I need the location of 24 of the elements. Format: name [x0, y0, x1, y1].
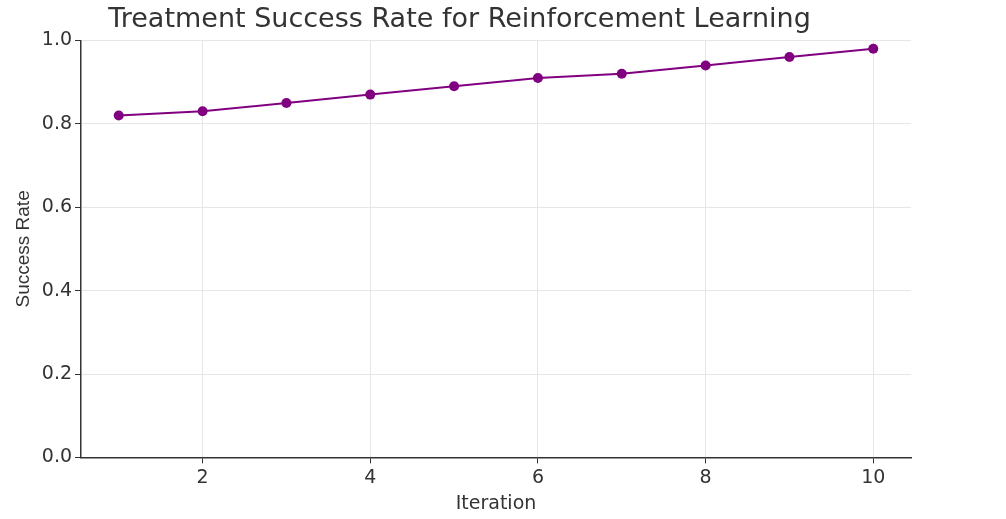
- point: [868, 43, 879, 54]
- point: [700, 60, 711, 71]
- point: [281, 97, 292, 108]
- point: [365, 89, 376, 100]
- x-tick-label: 2: [196, 464, 209, 487]
- x-tick-label: 6: [531, 464, 544, 487]
- point: [616, 68, 627, 79]
- y-tick-label: 0.2: [41, 360, 73, 383]
- y-tick-label: 0.4: [41, 277, 73, 300]
- point: [113, 110, 124, 121]
- point: [784, 52, 795, 63]
- x-tick-label: 8: [699, 464, 712, 487]
- x-axis-title: Iteration: [455, 490, 537, 513]
- y-tick-label: 0.6: [41, 194, 73, 217]
- x-tick-label: 10: [861, 464, 886, 487]
- y-axis-title: Success Rate: [11, 190, 33, 308]
- y-tick-label: 0.8: [41, 110, 73, 133]
- x-tick-label: 4: [364, 464, 377, 487]
- point: [449, 81, 460, 92]
- y-tick-label: 1.0: [41, 27, 73, 50]
- chart-title: Treatment Success Rate for Reinforcement Learning: [107, 2, 811, 34]
- point: [532, 72, 543, 83]
- y-tick-label: 0.0: [41, 444, 73, 467]
- point: [197, 106, 208, 117]
